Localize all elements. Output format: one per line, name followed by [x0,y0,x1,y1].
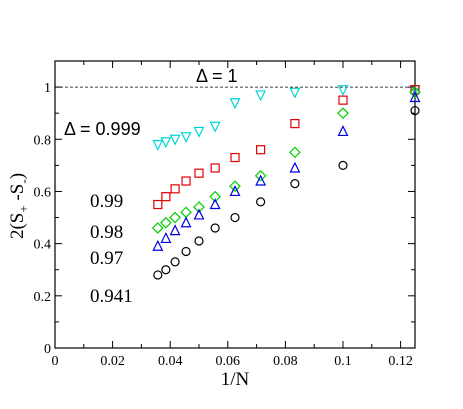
x-axis-title: 1/N [221,369,250,390]
data-point-circle [410,105,420,116]
data-point-diamond [409,86,421,99]
data-point-diamond [254,169,267,182]
data-point-circle [230,212,240,223]
data-point-triangle-up [337,125,349,137]
data-point-circle [290,179,300,189]
data-point-square [338,95,348,105]
data-point-diamond [337,107,349,120]
x-tick-label: 0 [52,354,59,369]
data-point-circle [153,270,163,280]
plot-frame [54,60,416,349]
x-tick-label: 0.12 [388,354,413,369]
data-point-square [181,176,191,186]
data-point-diamond [229,180,241,193]
y-axis-title-sub2: - [16,179,31,183]
x-tick-label: 0.02 [100,354,125,369]
data-point-triangle-up [193,208,205,220]
data-point-triangle-up [229,185,241,197]
y-tick-label: 0.2 [34,290,52,305]
data-point-triangle-down [160,137,172,149]
data-point-triangle-up [409,91,421,103]
data-point-triangle-up [169,224,181,236]
x-tick-label: 0.04 [158,354,183,369]
data-point-triangle-up [289,161,301,173]
data-point-triangle-up [152,239,164,251]
x-tick-label: 0.1 [334,354,352,369]
y-axis-title: 2(S+ -S-) [7,173,31,239]
data-point-triangle-down [255,90,267,102]
data-point-circle [161,265,171,275]
data-point-triangle-down [169,134,181,146]
data-point-square [230,152,240,163]
x-tick-label: 0.06 [216,354,241,369]
data-point-triangle-down [152,139,164,151]
data-point-diamond [169,211,181,224]
data-point-diamond [289,146,301,159]
data-point-square [194,168,204,178]
y-axis-title-sub1: + [16,205,31,212]
data-point-circle [210,223,220,233]
data-point-square [170,184,180,194]
data-point-square [256,145,266,155]
series-label-4: 0.941 [90,286,133,307]
data-point-circle [194,236,204,246]
data-point-triangle-up [255,174,267,186]
series-label-0: Δ = 0.999 [64,119,141,139]
data-point-diamond [180,206,192,219]
y-tick-label: 1 [44,81,51,96]
x-tick-label: 0.08 [273,354,298,369]
data-point-square [153,199,163,210]
x-axis: 0 0.02 0.04 0.06 0.08 0.1 0.12 [52,61,413,369]
data-point-triangle-down [337,85,349,97]
y-axis-title-end: ) [7,173,28,179]
data-point-square [290,119,300,129]
y-tick-label: 0.6 [34,185,52,200]
reference-line-label: Δ = 1 [196,66,238,86]
data-point-triangle-up [209,198,221,210]
series-label-3: 0.97 [90,248,123,269]
data-point-diamond [151,222,164,234]
data-point-triangle-down [229,98,241,110]
data-point-triangle-down [193,126,205,138]
data-point-triangle-up [180,216,192,228]
data-point-square [210,163,220,173]
data-point-triangle-down [180,132,192,144]
y-axis-title-mid: -S [7,184,28,206]
data-markers [151,85,421,280]
y-tick-label: 0.4 [34,238,52,253]
data-point-diamond [209,190,221,203]
data-point-circle [170,257,180,267]
series-label-2: 0.98 [90,222,123,243]
data-point-circle [181,246,191,257]
data-point-circle [256,197,266,207]
data-point-diamond [193,201,205,213]
data-point-circle [338,160,348,170]
y-tick-label: 0.8 [34,133,52,148]
data-point-triangle-down [209,121,221,133]
data-point-triangle-down [289,87,301,99]
y-axis: 0 0.2 0.4 0.6 0.8 1 [34,60,415,357]
y-tick-label: 0 [44,342,51,357]
data-point-square [161,192,171,202]
series-label-1: 0.99 [90,191,123,212]
data-point-diamond [160,216,172,229]
y-axis-title-main: 2(S [7,213,28,239]
data-point-triangle-up [160,232,172,244]
